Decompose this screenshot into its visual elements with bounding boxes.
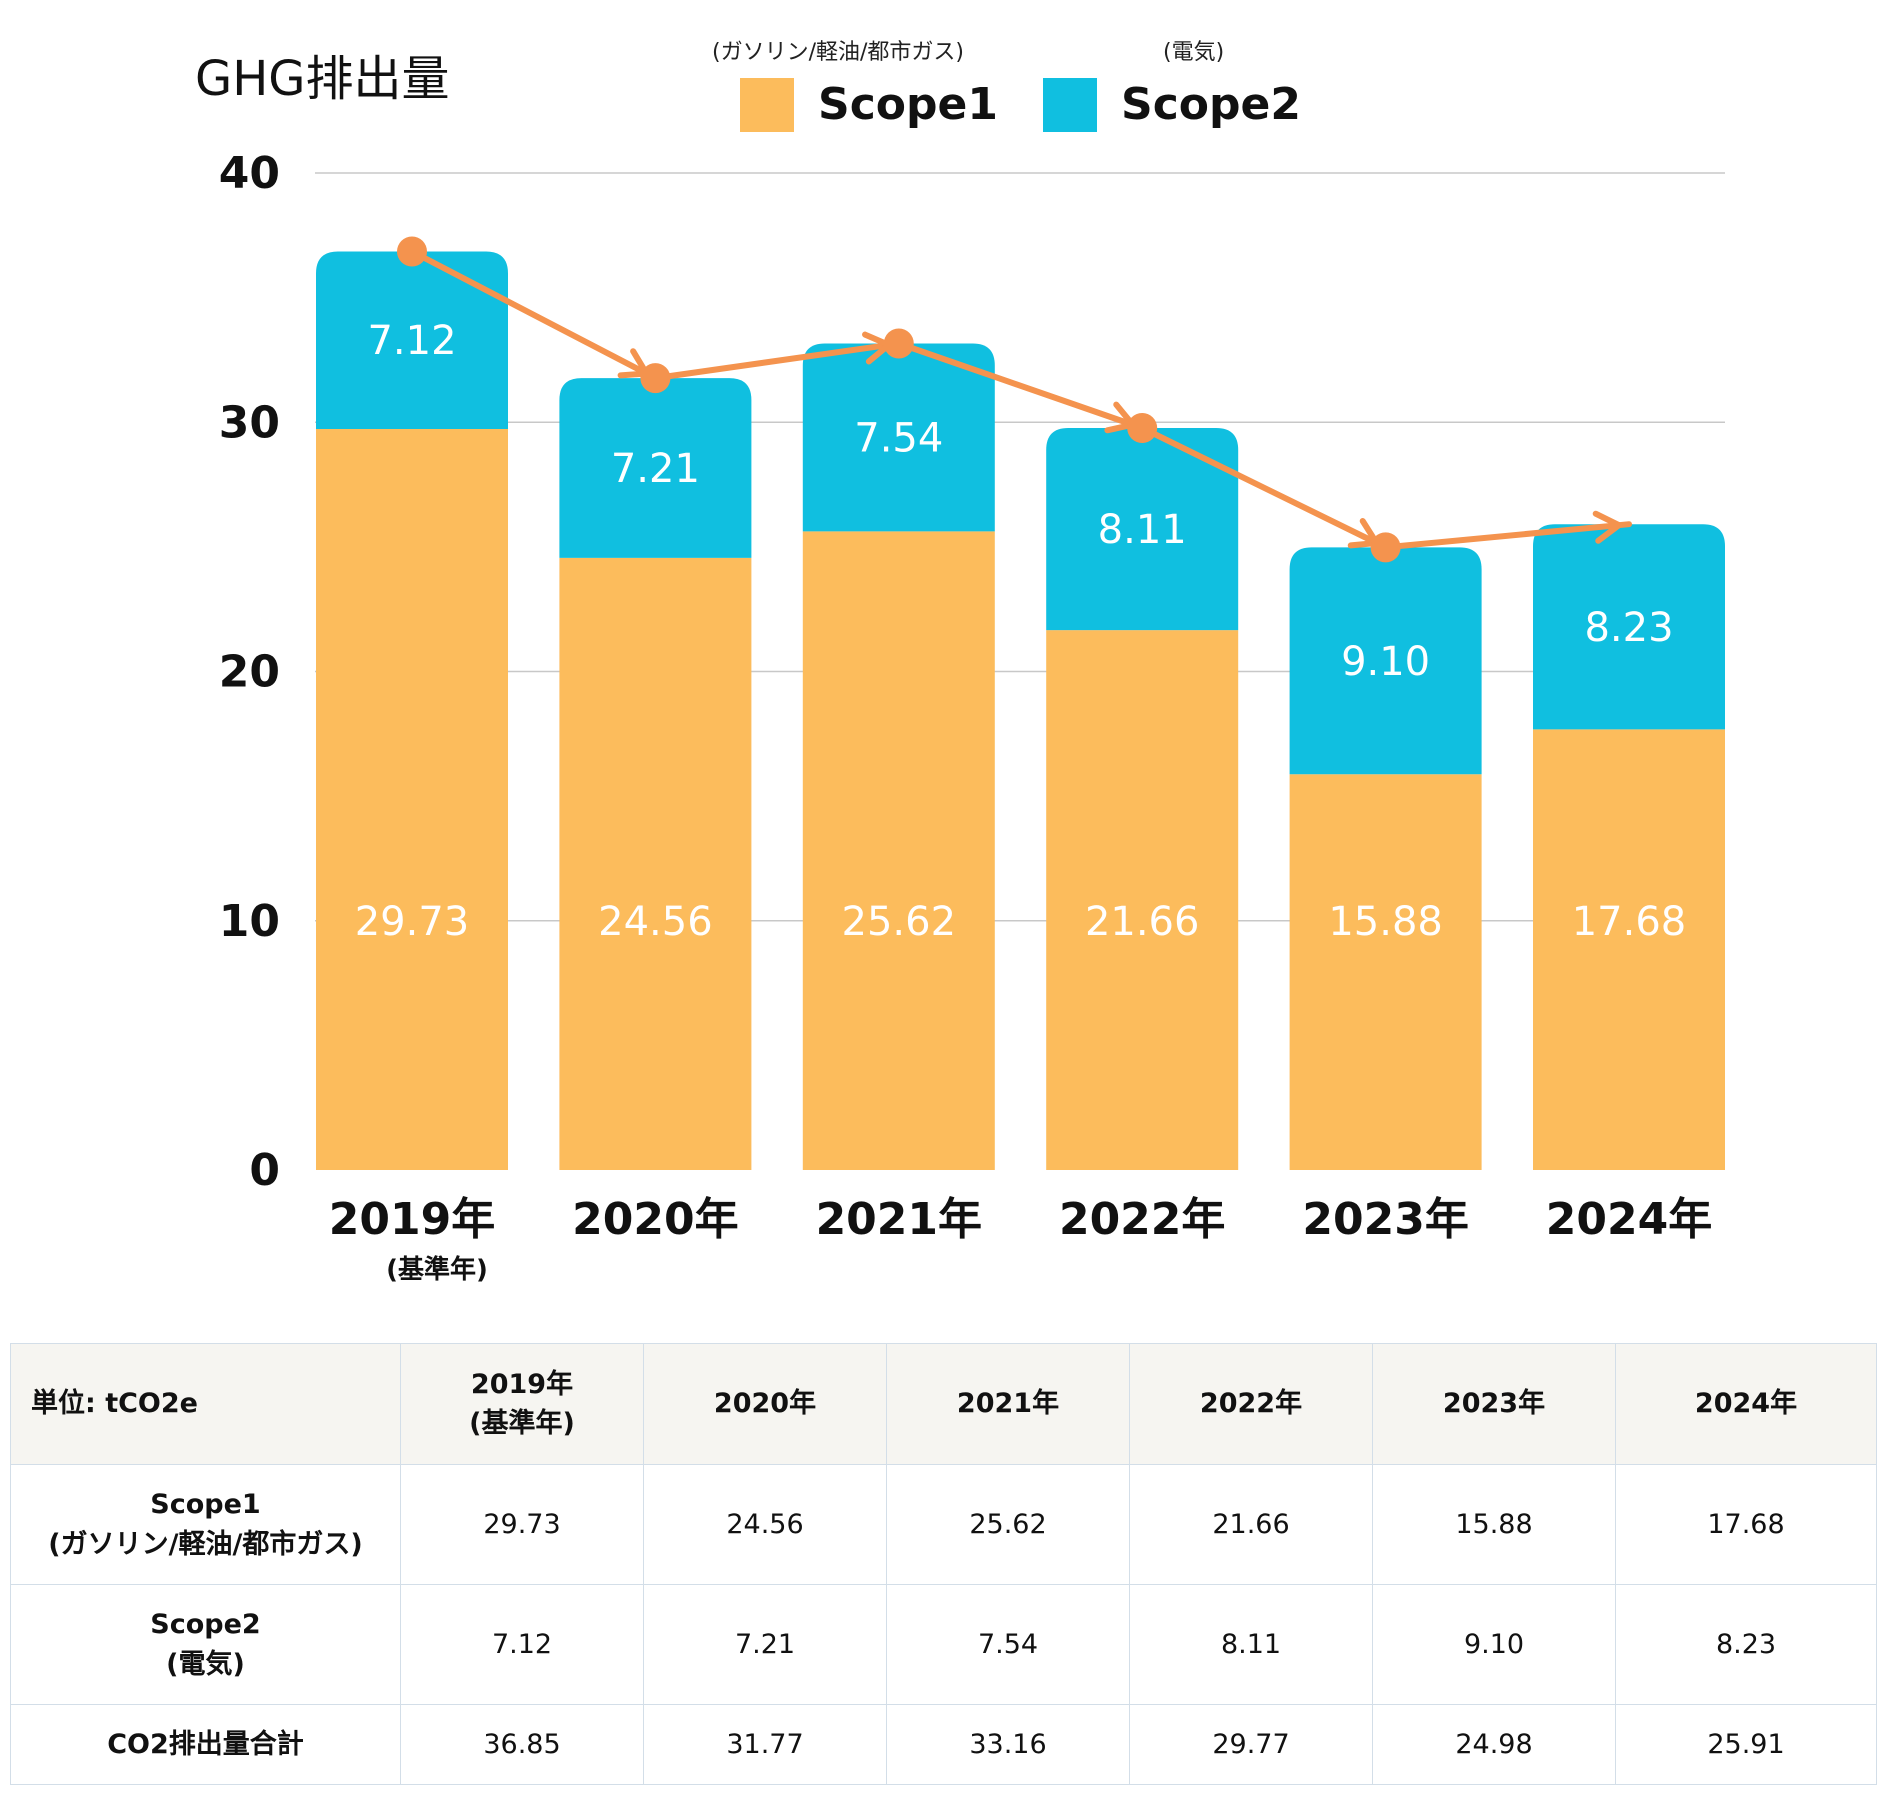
bar-label-scope1: 17.68 <box>1572 899 1687 945</box>
bar-label-scope1: 29.73 <box>355 899 470 945</box>
bar-label-scope2: 9.10 <box>1341 639 1430 685</box>
table-unit-cell: 単位: tCO2e <box>11 1344 401 1465</box>
bar-scope1 <box>1290 774 1482 1170</box>
x-tick-note: (基準年) <box>386 1254 488 1285</box>
legend-scope1-swatch <box>740 78 794 132</box>
legend-scope2-note: (電気) <box>1163 40 1224 65</box>
ghg-chart: GHG排出量 (ガソリン/軽油/都市ガス) Scope1 (電気) Scope2… <box>0 0 1880 1310</box>
y-tick-label: 40 <box>219 148 280 199</box>
x-tick-label: 2024年 <box>1546 1194 1712 1245</box>
table-header-2023: 2023年 <box>1373 1344 1616 1465</box>
y-axis-ticks: 0 10 20 30 40 <box>219 148 280 1196</box>
cell-total-2019: 36.85 <box>401 1705 644 1785</box>
bar-label-scope1: 24.56 <box>598 899 713 945</box>
y-tick-label: 10 <box>219 896 280 947</box>
bar-scope1 <box>1533 729 1725 1170</box>
cell-total-2022: 29.77 <box>1130 1705 1373 1785</box>
bar-label-scope2: 7.21 <box>611 446 700 492</box>
table-header-2024: 2024年 <box>1616 1344 1877 1465</box>
table-row-total: CO2排出量合計 36.85 31.77 33.16 29.77 24.98 2… <box>11 1705 1877 1785</box>
trend-point <box>1127 413 1157 443</box>
cell-scope1-2019: 29.73 <box>401 1465 644 1585</box>
row-label-scope1: Scope1 (ガソリン/軽油/都市ガス) <box>11 1465 401 1585</box>
cell-scope2-2020: 7.21 <box>644 1585 887 1705</box>
cell-scope1-2024: 17.68 <box>1616 1465 1877 1585</box>
bar-label-scope2: 7.12 <box>367 318 456 364</box>
bar-scope1 <box>316 429 508 1170</box>
cell-scope1-2022: 21.66 <box>1130 1465 1373 1585</box>
y-tick-label: 20 <box>219 647 280 698</box>
cell-scope1-2020: 24.56 <box>644 1465 887 1585</box>
x-tick-label: 2021年 <box>816 1194 982 1245</box>
bars <box>316 252 1725 1170</box>
cell-total-2020: 31.77 <box>644 1705 887 1785</box>
trend-point <box>397 237 427 267</box>
bar-labels: 29.73 7.12 24.56 7.21 25.62 7.54 21.66 8.11 15.8… <box>355 318 1687 945</box>
bar-label-scope2: 7.54 <box>854 415 943 461</box>
x-tick-label: 2023年 <box>1302 1194 1468 1245</box>
x-tick-label: 2020年 <box>572 1194 738 1245</box>
legend-scope1-label: Scope1 <box>818 79 998 130</box>
bar-label-scope2: 8.11 <box>1098 507 1187 553</box>
cell-scope2-2021: 7.54 <box>887 1585 1130 1705</box>
y-tick-label: 0 <box>249 1145 280 1196</box>
table-row-scope1: Scope1 (ガソリン/軽油/都市ガス) 29.73 24.56 25.62 … <box>11 1465 1877 1585</box>
trend-point <box>1371 532 1401 562</box>
bar-scope1 <box>803 531 995 1170</box>
chart-svg: GHG排出量 (ガソリン/軽油/都市ガス) Scope1 (電気) Scope2… <box>0 0 1880 1310</box>
row-label-total: CO2排出量合計 <box>11 1705 401 1785</box>
trend-point <box>884 328 914 358</box>
bar-label-scope1: 25.62 <box>842 899 957 945</box>
table-header-2019: 2019年 (基準年) <box>401 1344 644 1465</box>
emissions-table: 単位: tCO2e 2019年 (基準年) 2020年 2021年 2022年 … <box>10 1343 1877 1785</box>
x-tick-label: 2022年 <box>1059 1194 1225 1245</box>
legend-scope2-swatch <box>1043 78 1097 132</box>
grid-lines <box>315 173 1725 921</box>
cell-scope2-2022: 8.11 <box>1130 1585 1373 1705</box>
cell-scope2-2024: 8.23 <box>1616 1585 1877 1705</box>
cell-scope2-2019: 7.12 <box>401 1585 644 1705</box>
bar-label-scope2: 8.23 <box>1584 605 1673 651</box>
cell-scope1-2023: 15.88 <box>1373 1465 1616 1585</box>
table-header-2022: 2022年 <box>1130 1344 1373 1465</box>
legend-scope2-label: Scope2 <box>1121 79 1301 130</box>
table-header-2020: 2020年 <box>644 1344 887 1465</box>
row-label-scope2: Scope2 (電気) <box>11 1585 401 1705</box>
x-axis-ticks: 2019年 (基準年) 2020年 2021年 2022年 2023年 2024年 <box>329 1194 1712 1285</box>
cell-scope1-2021: 25.62 <box>887 1465 1130 1585</box>
cell-total-2023: 24.98 <box>1373 1705 1616 1785</box>
table-header-row: 単位: tCO2e 2019年 (基準年) 2020年 2021年 2022年 … <box>11 1344 1877 1465</box>
bar-label-scope1: 15.88 <box>1328 899 1443 945</box>
legend-scope1-note: (ガソリン/軽油/都市ガス) <box>712 40 964 65</box>
cell-total-2021: 33.16 <box>887 1705 1130 1785</box>
cell-total-2024: 25.91 <box>1616 1705 1877 1785</box>
bar-scope1 <box>559 558 751 1170</box>
table-row-scope2: Scope2 (電気) 7.12 7.21 7.54 8.11 9.10 8.2… <box>11 1585 1877 1705</box>
x-tick-label: 2019年 <box>329 1194 495 1245</box>
table-header-2021: 2021年 <box>887 1344 1130 1465</box>
trend-point <box>640 363 670 393</box>
cell-scope2-2023: 9.10 <box>1373 1585 1616 1705</box>
bar-label-scope1: 21.66 <box>1085 899 1200 945</box>
chart-title: GHG排出量 <box>195 51 450 107</box>
y-tick-label: 30 <box>219 397 280 448</box>
